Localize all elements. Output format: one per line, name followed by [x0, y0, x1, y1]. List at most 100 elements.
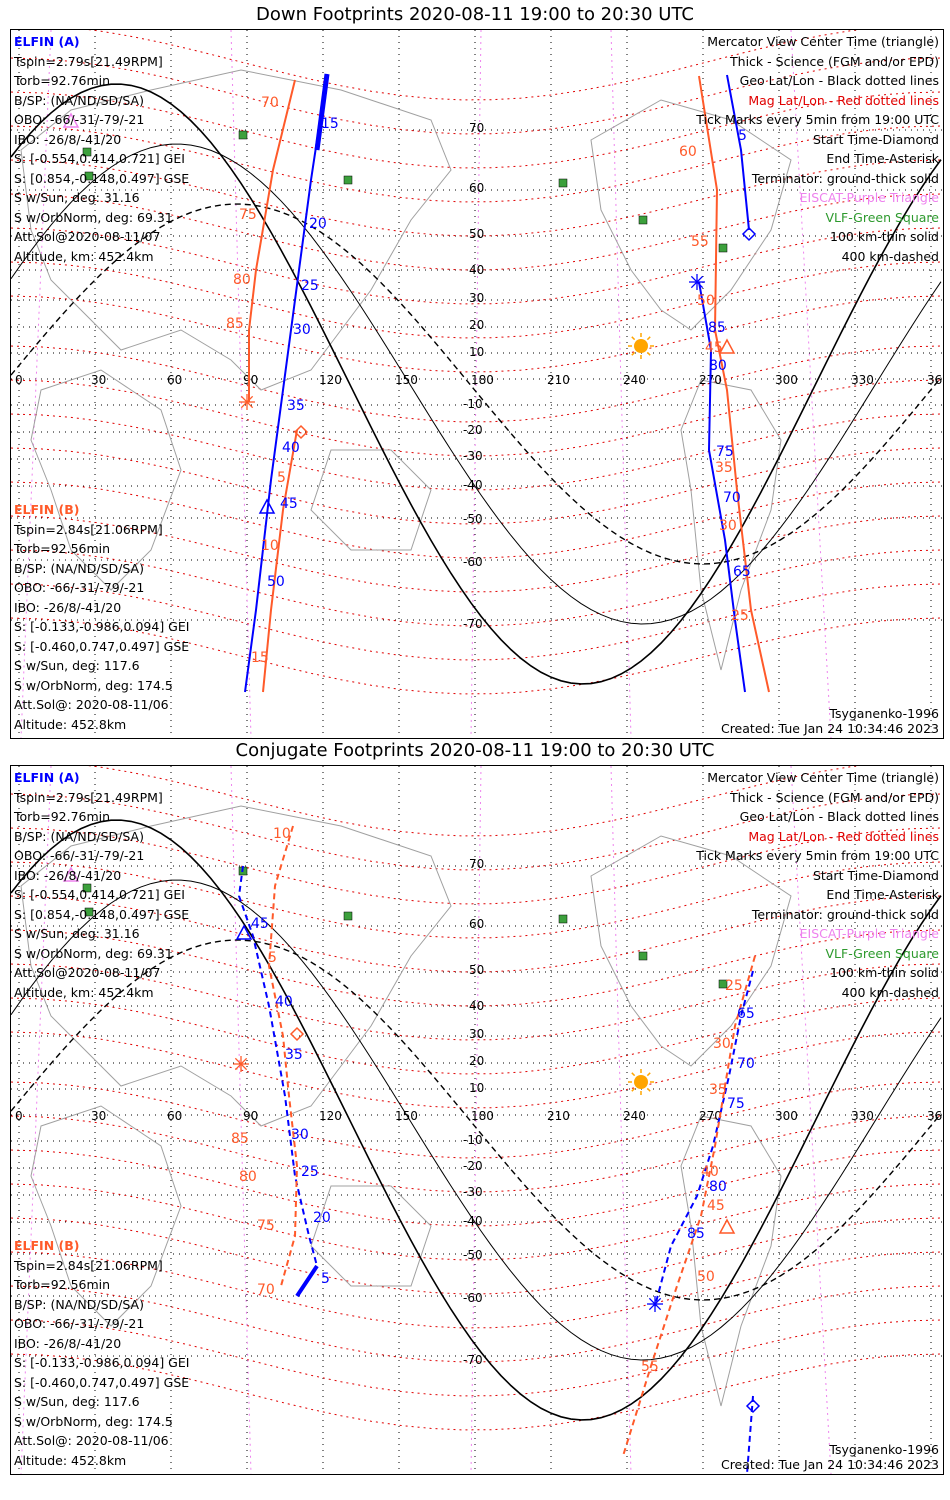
- lat-label: 20: [469, 1054, 484, 1068]
- lat-label: 10: [469, 345, 484, 359]
- mag-meridian: [20, 30, 52, 738]
- time-tick-label: 85: [687, 1226, 705, 1242]
- sun-ray: [646, 1072, 651, 1077]
- mag-meridian: [230, 766, 252, 1474]
- created-label: Created: Tue Jan 24 10:34:46 2023: [720, 721, 939, 736]
- info-line: IBO: -26/8/-41/20: [14, 867, 122, 883]
- vlf-station: [84, 907, 94, 917]
- time-tick-label: 40: [275, 994, 293, 1010]
- sun-ray: [646, 351, 651, 356]
- time-tick-label: 20: [309, 216, 327, 232]
- continent-outline: [20, 69, 452, 391]
- mag-parallel: [11, 1115, 942, 1193]
- time-tick-label: 5: [268, 950, 277, 966]
- info-line: Att.Sol@: 2020-08-11/06: [14, 697, 169, 712]
- info-line: S w/Sun, deg: 31.16: [14, 926, 140, 941]
- vlf-station: [82, 147, 92, 157]
- info-line: Torb=92.56min: [14, 1277, 111, 1292]
- info-line: Att.Sol@: 2020-08-11/06: [14, 1433, 169, 1448]
- elfin-b-info: ELFIN (B) Tspin=2.84s[21.06RPM] Torb=92.…: [14, 1236, 189, 1470]
- sun-icon: [634, 1075, 648, 1089]
- lon-label: 360: [927, 373, 943, 387]
- time-tick-label: 85: [708, 320, 726, 336]
- lon-label: 210: [547, 1109, 570, 1123]
- elfin-a-science: [314, 73, 330, 151]
- time-tick-label: 45: [251, 916, 269, 932]
- sun-ray: [631, 351, 636, 356]
- time-tick-label: 55: [691, 234, 709, 250]
- time-tick-label: 5: [277, 470, 286, 486]
- sun-ray: [646, 336, 651, 341]
- elfin-b-header: ELFIN (B): [14, 1238, 80, 1253]
- info-line: IBO: -26/8/-41/20: [14, 1335, 122, 1351]
- lat-label: -10: [463, 1133, 483, 1147]
- legend-item: Mercator View Center Time (triangle): [707, 770, 939, 785]
- time-tick-label: 85: [226, 316, 244, 332]
- mag-parallel: [11, 617, 942, 695]
- mag-meridian: [790, 30, 832, 738]
- lat-label: 50: [469, 963, 484, 977]
- elfin-a-track: [698, 281, 746, 693]
- center-triangle-icon: [62, 866, 80, 882]
- time-tick-label: 45: [280, 496, 298, 512]
- mag-parallel: [11, 1353, 942, 1431]
- sun-ray: [631, 336, 636, 341]
- lon-label: 180: [471, 373, 494, 387]
- conjugate-footprints-map: 0 30 60 90 120 150 180 210 240 270 300 330 360 70 60 50…: [10, 765, 944, 1475]
- center-triangle-icon: [718, 338, 736, 354]
- elfin-b-header: ELFIN (B): [14, 502, 80, 517]
- time-tick-label: 40: [701, 1164, 719, 1180]
- time-tick-label: 15: [251, 650, 269, 666]
- center-triangle-icon: [235, 924, 253, 940]
- info-line: OBO: -66/-31/-79/-21: [14, 580, 145, 595]
- model-label: Tsyganenko-1996: [829, 1442, 939, 1457]
- lat-label: -10: [463, 397, 483, 411]
- elfin-a-header: ELFIN (A): [14, 770, 80, 785]
- info-line: Att.Sol@2020-08-11/07: [14, 965, 161, 980]
- vlf-station: [84, 171, 94, 181]
- lat-label: -70: [463, 1353, 483, 1367]
- mag-parallel: [11, 963, 942, 1041]
- time-tick-label: 70: [737, 1056, 755, 1072]
- elfin-b-track: [698, 75, 770, 693]
- time-tick-label: 65: [733, 564, 751, 580]
- elfin-a-science: [295, 1264, 319, 1298]
- time-tick-label: 35: [285, 1047, 303, 1063]
- legend-item: VLF-Green Square: [825, 209, 939, 225]
- vlf-station: [82, 883, 92, 893]
- legend-item: 100 km-thin solid: [830, 229, 939, 244]
- legend-item: End Time-Asterisk: [826, 887, 939, 902]
- lon-label: 210: [547, 373, 570, 387]
- mag-parallel: [11, 345, 942, 423]
- end-asterisk-icon: [234, 1057, 248, 1071]
- mag-parallel: [11, 447, 942, 525]
- mag-meridian: [470, 766, 482, 1474]
- legend-item: Terminator: ground-thick solid: [751, 906, 939, 922]
- info-line: IBO: -26/8/-41/20: [14, 599, 122, 615]
- legend-item: Mag Lat/Lon - Red dotted lines: [748, 92, 939, 108]
- info-line: B/SP: (NA/ND/SD/SA): [14, 1296, 144, 1312]
- continent-outline: [310, 449, 432, 551]
- lon-label: 120: [319, 1109, 342, 1123]
- lon-label: 30: [91, 373, 106, 387]
- info-line: S w/OrbNorm, deg: 69.31: [14, 945, 173, 961]
- end-asterisk-icon: [648, 1297, 662, 1311]
- vlf-station: [638, 951, 648, 961]
- vlf-station: [718, 243, 728, 253]
- lon-label: 90: [243, 373, 258, 387]
- time-tick-label: 50: [697, 1269, 715, 1285]
- info-line: Tspin=2.79s[21.49RPM]: [14, 53, 163, 69]
- vlf-station: [343, 175, 353, 185]
- legend-item: Geo Lat/Lon - Black dotted lines: [739, 809, 939, 824]
- continent-outline: [590, 99, 792, 331]
- continent-outline: [310, 1185, 432, 1287]
- mag-parallel: [11, 1149, 942, 1227]
- mag-parallel: [11, 481, 942, 559]
- start-diamond-icon: [293, 424, 309, 440]
- mag-parallel: [11, 997, 942, 1075]
- continent-outline: [590, 835, 792, 1067]
- time-tick-label: 20: [313, 1210, 331, 1226]
- lon-label: 0: [15, 373, 23, 387]
- mag-meridian: [610, 766, 632, 1474]
- mag-parallel: [11, 125, 942, 203]
